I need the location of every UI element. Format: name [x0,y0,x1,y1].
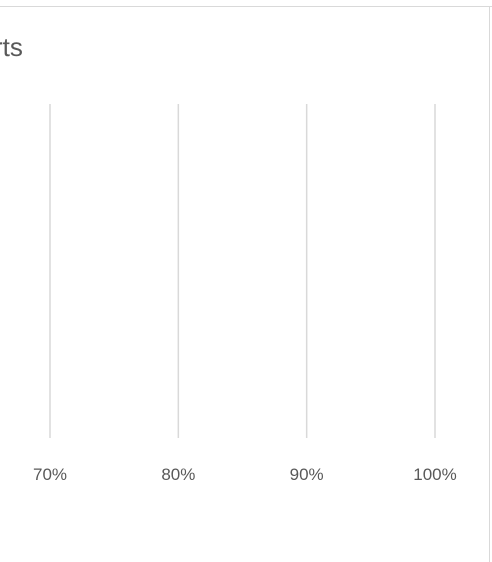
chart-border-right [489,6,490,562]
chart-border-top [0,6,492,7]
x-axis-tick-labels: 70% 80% 90% 100% [33,465,457,484]
gridlines [49,104,436,438]
x-tick-label: 80% [161,465,195,484]
x-tick-label: 70% [33,465,67,484]
x-tick-label: 100% [413,465,456,484]
x-tick-label: 90% [290,465,324,484]
chart-title: rts [0,32,23,62]
